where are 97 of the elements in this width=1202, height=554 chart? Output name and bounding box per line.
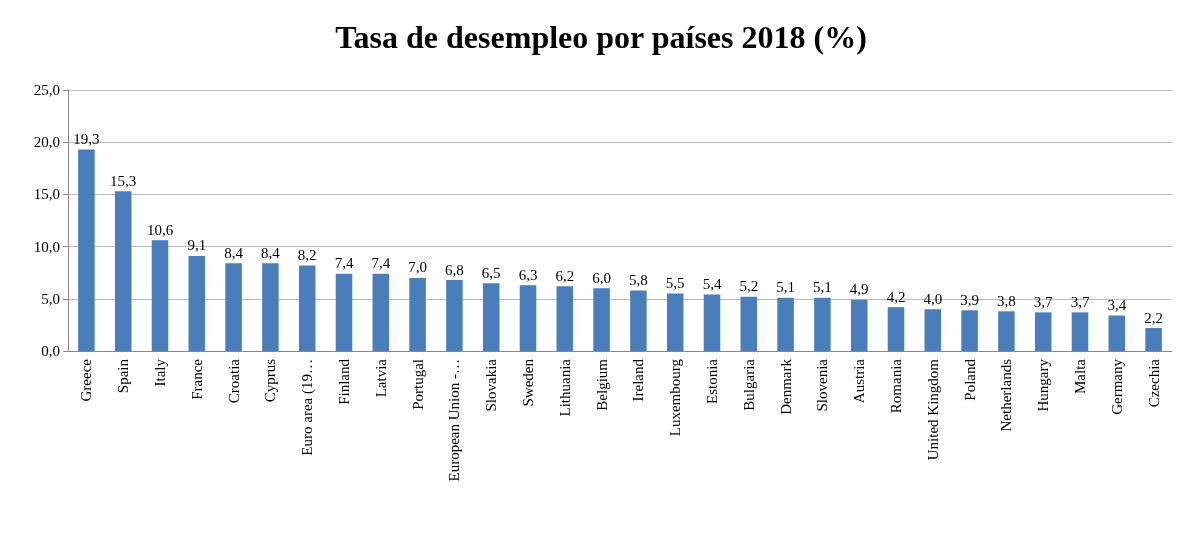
chart-title: Tasa de desempleo por países 2018 (%) — [335, 19, 867, 55]
data-label: 8,2 — [297, 246, 317, 263]
data-label: 6,8 — [445, 261, 464, 278]
x-tick-label: Ireland — [630, 358, 647, 402]
bar — [519, 285, 537, 351]
bar — [151, 240, 169, 351]
x-tick-label: European Union -… — [446, 359, 463, 482]
data-label: 2,2 — [1144, 309, 1163, 326]
data-label: 4,9 — [849, 281, 869, 298]
data-label: 3,7 — [1033, 293, 1054, 310]
data-label: 6,3 — [518, 266, 538, 283]
bar — [593, 288, 610, 351]
data-label: 7,4 — [334, 255, 354, 272]
x-tick-label: France — [188, 358, 205, 400]
bar — [703, 294, 721, 351]
data-label: 6,2 — [555, 267, 575, 284]
y-tick-label: 5,0 — [41, 290, 60, 307]
bar — [924, 309, 942, 351]
data-label: 8,4 — [261, 244, 281, 261]
data-label: 19,3 — [73, 131, 100, 148]
data-label: 7,4 — [371, 255, 391, 272]
x-tick-label: Denmark — [777, 358, 794, 415]
bar — [630, 290, 647, 351]
data-label: 15,3 — [110, 172, 137, 189]
data-label: 3,8 — [997, 292, 1016, 309]
data-label: 8,4 — [224, 244, 244, 261]
x-tick-label: Bulgaria — [740, 358, 757, 411]
bar — [1108, 315, 1126, 351]
x-tick-label: Spain — [115, 358, 132, 394]
x-tick-label: Czechia — [1145, 358, 1162, 408]
x-tick-label: Poland — [961, 358, 978, 401]
x-tick-label: Romania — [888, 358, 904, 414]
y-tick-label: 0,0 — [41, 343, 60, 359]
bar — [335, 273, 353, 351]
bar — [409, 277, 426, 351]
bar — [777, 297, 794, 351]
bar — [961, 310, 978, 351]
data-label: 5,1 — [776, 279, 795, 296]
x-tick-label: Belgium — [593, 358, 610, 411]
bar — [814, 297, 831, 351]
y-tick-label: 25,0 — [33, 82, 60, 98]
x-tick-label: Netherlands — [998, 358, 1015, 432]
bar — [998, 311, 1015, 351]
x-tick-label: Sweden — [520, 358, 536, 407]
data-label: 7,0 — [408, 259, 427, 276]
bar — [850, 299, 868, 351]
data-label: 4,0 — [923, 290, 943, 307]
bar — [482, 283, 500, 351]
data-label: 4,2 — [886, 288, 906, 305]
x-tick-label: Euro area (19… — [299, 359, 317, 456]
data-label: 3,7 — [1070, 293, 1090, 310]
bar — [1071, 312, 1089, 351]
y-tick-label: 20,0 — [33, 134, 60, 151]
bar — [556, 286, 574, 351]
data-label: 6,0 — [592, 269, 611, 286]
bar — [666, 293, 684, 351]
x-tick-label: Croatia — [225, 358, 242, 404]
x-tick-label: Finland — [336, 358, 352, 405]
x-tick-label: Slovenia — [814, 358, 831, 412]
data-label: 5,1 — [813, 279, 832, 296]
y-tick-label: 15,0 — [33, 186, 60, 203]
x-tick-label: Slovakia — [483, 358, 500, 412]
bar — [188, 256, 206, 351]
x-tick-label: Cyprus — [262, 358, 279, 403]
x-tick-label: Hungary — [1035, 358, 1052, 412]
bar — [372, 273, 390, 351]
x-tick-label: Luxembourg — [667, 358, 684, 437]
bar — [740, 296, 758, 351]
y-tick-label: 10,0 — [33, 238, 60, 255]
bar — [1145, 328, 1162, 351]
bar — [114, 191, 132, 351]
x-tick-label: Lithuania — [556, 358, 573, 417]
bar — [887, 307, 905, 351]
x-tick-label: Italy — [152, 358, 168, 387]
data-label: 6,5 — [481, 264, 501, 281]
data-label: 5,8 — [629, 271, 648, 288]
x-tick-label: Latvia — [372, 358, 389, 398]
data-label: 10,6 — [146, 221, 174, 238]
bar — [78, 149, 95, 351]
x-tick-label: United Kingdom — [924, 358, 941, 461]
x-tick-label: Austria — [851, 358, 868, 404]
data-label: 3,4 — [1107, 297, 1127, 313]
x-tick-label: Greece — [78, 358, 95, 402]
bar — [446, 280, 463, 351]
data-label: 5,2 — [739, 278, 759, 295]
data-label: 9,1 — [187, 237, 207, 254]
x-tick-label: Malta — [1072, 358, 1088, 394]
data-label: 5,4 — [702, 276, 722, 293]
bar — [262, 263, 279, 351]
x-tick-label: Portugal — [409, 359, 426, 410]
bar — [225, 263, 242, 351]
x-tick-label: Estonia — [704, 358, 720, 404]
data-label: 5,5 — [665, 275, 685, 292]
bar — [1034, 312, 1052, 351]
bar — [298, 265, 316, 351]
data-label: 3,9 — [960, 291, 979, 308]
x-tick-label: Germany — [1108, 358, 1125, 415]
